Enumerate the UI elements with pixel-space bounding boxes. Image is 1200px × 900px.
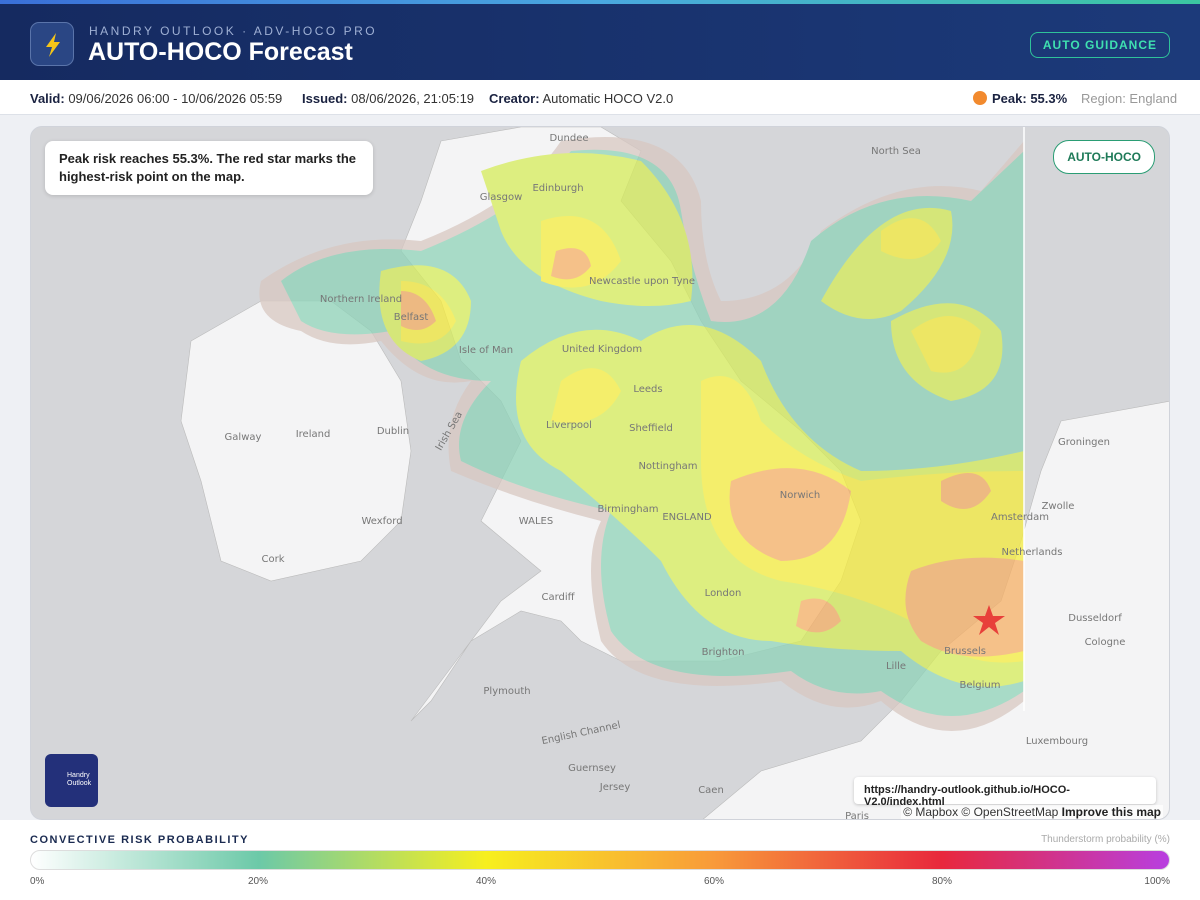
map-label: Netherlands xyxy=(1002,547,1063,558)
map-label: Belgium xyxy=(960,680,1001,691)
peak-dot xyxy=(973,91,987,105)
map-label: Isle of Man xyxy=(459,345,513,356)
map-label: Zwolle xyxy=(1042,501,1075,512)
map-label: Birmingham xyxy=(598,504,659,515)
map-label: Brighton xyxy=(702,647,745,658)
improve-link[interactable]: Improve this map xyxy=(1061,805,1161,819)
legend-tick: 80% xyxy=(931,876,953,887)
legend-tick: 40% xyxy=(475,876,497,887)
map-label: ENGLAND xyxy=(662,512,712,523)
map-label: Edinburgh xyxy=(532,183,583,194)
label: Valid: xyxy=(30,91,65,106)
map[interactable]: North Sea Dundee Edinburgh Glasgow Newcastle… xyxy=(30,126,1170,820)
map-label: Dundee xyxy=(549,133,588,144)
header: HANDRY OUTLOOK · ADV-HOCO PRO AUTO-HOCO … xyxy=(0,0,1200,80)
attribution: © Mapbox © OpenStreetMap Improve this ma… xyxy=(901,805,1163,819)
color-scale xyxy=(30,850,1170,870)
map-label: Cardiff xyxy=(541,592,575,603)
label: Peak: xyxy=(992,91,1027,106)
map-label: Paris xyxy=(845,811,869,820)
map-label: Galway xyxy=(225,432,262,443)
creator: Automatic HOCO V2.0 xyxy=(542,91,674,106)
legend-title: CONVECTIVE RISK PROBABILITY xyxy=(30,834,249,846)
map-label: United Kingdom xyxy=(562,344,642,355)
legend: CONVECTIVE RISK PROBABILITY Thunderstorm… xyxy=(0,820,1200,900)
map-label: Sheffield xyxy=(629,423,673,434)
region: Region: England xyxy=(1081,91,1178,106)
map-label: North Sea xyxy=(871,146,921,157)
map-label: Brussels xyxy=(944,646,986,657)
map-label: Leeds xyxy=(633,384,662,395)
map-label: Wexford xyxy=(361,516,402,527)
legend-tick: 100% xyxy=(1144,876,1170,887)
guidance-badge[interactable]: AUTO GUIDANCE xyxy=(1029,32,1170,58)
page-title: AUTO-HOCO Forecast xyxy=(88,38,353,66)
map-label: WALES xyxy=(519,516,553,527)
map-label: Groningen xyxy=(1058,437,1110,448)
map-canvas: North Sea Dundee Edinburgh Glasgow Newcastle… xyxy=(180,127,1169,820)
label: Creator: xyxy=(489,91,540,106)
brand: HANDRY OUTLOOK · ADV-HOCO PRO xyxy=(89,24,378,38)
map-label: Cork xyxy=(261,554,284,565)
map-label: Belfast xyxy=(394,312,429,323)
map-label: Guernsey xyxy=(568,763,616,774)
map-label: Dublin xyxy=(377,426,409,437)
map-label: Norwich xyxy=(780,490,821,501)
map-label: Amsterdam xyxy=(991,512,1049,523)
map-label: Newcastle upon Tyne xyxy=(589,276,695,287)
map-label: Glasgow xyxy=(480,192,523,203)
map-label: English Channel xyxy=(541,720,622,747)
map-label: London xyxy=(705,588,742,599)
meta-bar: Valid: 09/06/2026 06:00 - 10/06/2026 05:… xyxy=(0,80,1200,115)
label: Issued: xyxy=(302,91,348,106)
app-icon xyxy=(30,22,74,66)
map-label: Liverpool xyxy=(546,420,592,431)
map-label: Northern Ireland xyxy=(320,294,402,305)
map-url[interactable]: https://handry-outlook.github.io/HOCO-V2… xyxy=(854,777,1156,808)
peak: 55.3% xyxy=(1030,91,1068,106)
map-label: Lille xyxy=(886,661,906,672)
map-label: Ireland xyxy=(296,429,331,440)
layer-badge[interactable]: AUTO-HOCO xyxy=(1053,140,1155,174)
logo: Handry Outlook xyxy=(45,754,98,807)
map-label: Caen xyxy=(698,785,724,796)
legend-tick: 20% xyxy=(247,876,269,887)
issued: 08/06/2026, 21:05:19 xyxy=(351,91,475,106)
annotation: Peak risk reaches 55.3%. The red star ma… xyxy=(45,141,373,195)
map-label: Plymouth xyxy=(483,686,530,697)
attribution-text: © Mapbox © OpenStreetMap xyxy=(903,805,1059,819)
map-label: Nottingham xyxy=(638,461,697,472)
accent-strip xyxy=(0,0,1200,4)
map-label: Dusseldorf xyxy=(1068,613,1122,624)
legend-unit: Thunderstorm probability (%) xyxy=(1041,834,1170,845)
map-label: Jersey xyxy=(599,782,631,793)
map-label: Luxembourg xyxy=(1026,736,1088,747)
legend-tick: 0% xyxy=(30,876,45,887)
map-label: Cologne xyxy=(1085,637,1126,648)
legend-tick: 60% xyxy=(703,876,725,887)
valid: 09/06/2026 06:00 - 10/06/2026 05:59 xyxy=(68,91,283,106)
